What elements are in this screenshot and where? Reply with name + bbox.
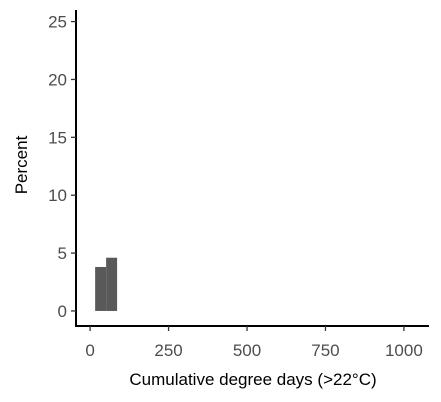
x-tick-label: 500 bbox=[233, 341, 261, 360]
y-tick-label: 15 bbox=[48, 128, 67, 147]
y-tick-label: 0 bbox=[58, 302, 67, 321]
y-tick-label: 25 bbox=[48, 13, 67, 32]
x-tick-label: 250 bbox=[154, 341, 182, 360]
x-ticks: 0 250 500 750 1000 bbox=[85, 326, 423, 360]
histogram-bar-2 bbox=[106, 257, 118, 311]
y-tick-label: 20 bbox=[48, 70, 67, 89]
x-axis-title: Cumulative degree days (>22°C) bbox=[129, 370, 376, 389]
x-tick-label: 750 bbox=[311, 341, 339, 360]
bars-layer bbox=[95, 257, 118, 311]
y-tick-label: 5 bbox=[58, 244, 67, 263]
axes-layer bbox=[75, 10, 429, 327]
y-ticks: 0 5 10 15 20 25 bbox=[48, 13, 76, 321]
y-axis-title: Percent bbox=[12, 135, 31, 194]
histogram-bar-1 bbox=[95, 266, 107, 311]
y-tick-label: 10 bbox=[48, 186, 67, 205]
x-tick-label: 0 bbox=[85, 341, 94, 360]
x-tick-label: 1000 bbox=[385, 341, 423, 360]
